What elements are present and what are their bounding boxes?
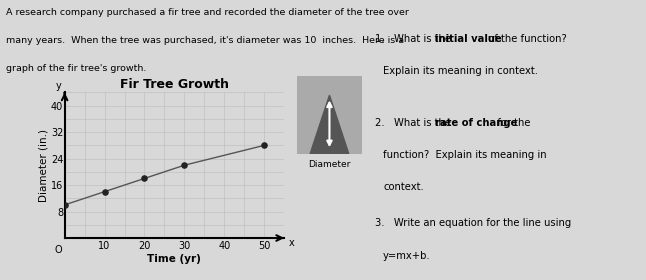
Y-axis label: Diameter (in.): Diameter (in.) [38, 129, 48, 202]
Text: context.: context. [383, 182, 424, 192]
Text: O: O [55, 245, 63, 255]
Text: function?  Explain its meaning in: function? Explain its meaning in [383, 150, 547, 160]
X-axis label: Time (yr): Time (yr) [147, 254, 202, 263]
Text: 3.   Write an equation for the line using: 3. Write an equation for the line using [375, 218, 571, 228]
Text: Explain its meaning in context.: Explain its meaning in context. [383, 66, 538, 76]
Text: graph of the fir tree's growth.: graph of the fir tree's growth. [6, 64, 147, 73]
Polygon shape [310, 95, 349, 154]
Text: 1.   What is the: 1. What is the [375, 34, 453, 44]
Text: y: y [56, 81, 61, 91]
Text: for the: for the [491, 118, 530, 128]
Text: initial value: initial value [435, 34, 501, 44]
Text: A research company purchased a fir tree and recorded the diameter of the tree ov: A research company purchased a fir tree … [6, 8, 410, 17]
Point [140, 176, 150, 181]
Text: 2.   What is the: 2. What is the [375, 118, 453, 128]
Text: y=mx+b.: y=mx+b. [383, 251, 431, 261]
Text: x: x [288, 238, 294, 248]
Text: rate of change: rate of change [435, 118, 517, 128]
Text: Diameter: Diameter [308, 160, 351, 169]
Point [99, 190, 110, 194]
Point [259, 143, 269, 148]
Text: many years.  When the tree was purchased, it's diameter was 10  inches.  Here is: many years. When the tree was purchased,… [6, 36, 404, 45]
Title: Fir Tree Growth: Fir Tree Growth [120, 78, 229, 91]
Text: of the function?: of the function? [482, 34, 567, 44]
Point [59, 203, 70, 207]
Point [179, 163, 189, 167]
